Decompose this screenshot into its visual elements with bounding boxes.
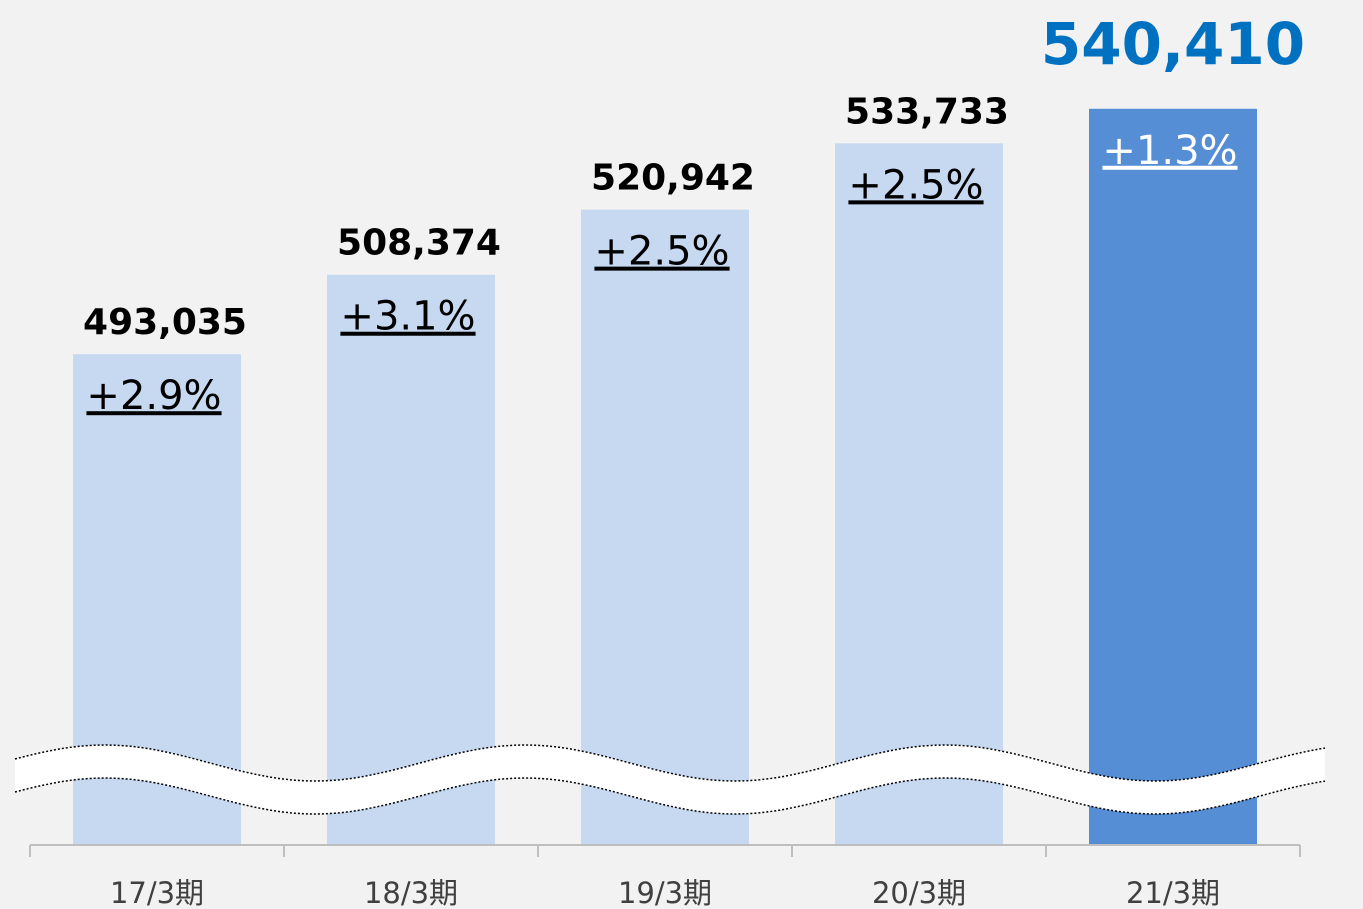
x-tick-label: 17/3期 xyxy=(110,876,204,909)
value-label: 520,942 xyxy=(591,158,755,199)
growth-label: +1.3% xyxy=(1102,128,1237,174)
growth-label: +2.9% xyxy=(86,373,221,419)
growth-label: +2.5% xyxy=(848,162,983,208)
value-label: 493,035 xyxy=(83,302,247,343)
break-band xyxy=(15,745,1325,814)
x-tick-label: 21/3期 xyxy=(1126,876,1220,909)
labels: 493,035 +2.9% 17/3期 508,374 +3.1% 18/3期 520,94… xyxy=(83,10,1305,909)
growth-label: +2.5% xyxy=(594,229,729,275)
x-tick-label: 18/3期 xyxy=(364,876,458,909)
bar xyxy=(327,274,495,845)
value-label: 533,733 xyxy=(845,91,1009,132)
bar xyxy=(835,143,1003,845)
value-label: 508,374 xyxy=(337,223,501,264)
bar xyxy=(1089,108,1257,845)
axis-break xyxy=(14,744,1326,815)
x-axis xyxy=(29,844,1301,857)
value-label: 540,410 xyxy=(1041,10,1305,78)
bars xyxy=(73,108,1257,845)
growth-label: +3.1% xyxy=(340,294,475,340)
x-tick-label: 20/3期 xyxy=(872,876,966,909)
x-tick-label: 19/3期 xyxy=(618,876,712,909)
bar xyxy=(581,209,749,845)
